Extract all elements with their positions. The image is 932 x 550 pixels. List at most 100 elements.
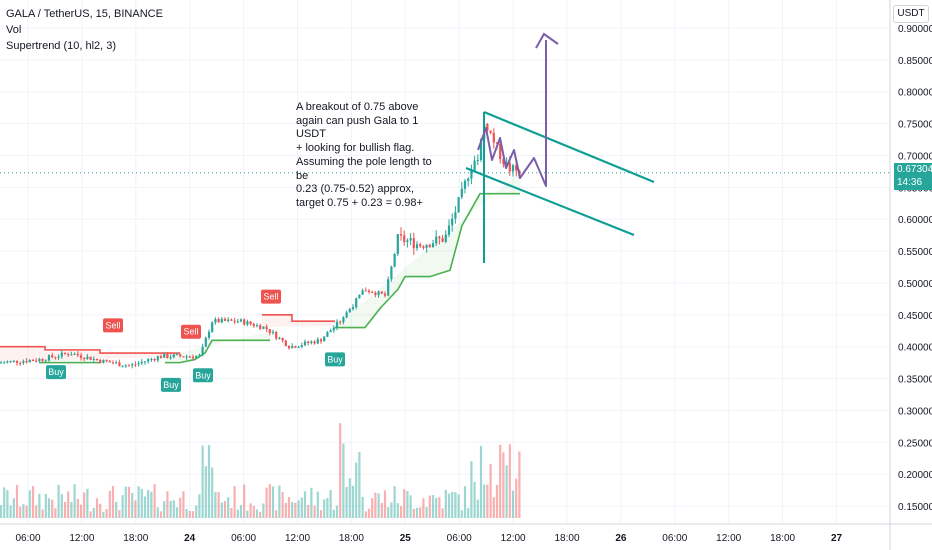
drawings[interactable] xyxy=(465,32,655,263)
volume-bar xyxy=(486,484,489,518)
volume-bar xyxy=(143,496,147,518)
candle-body xyxy=(281,337,284,341)
volume-bar xyxy=(294,502,297,518)
candle-body xyxy=(447,225,451,235)
flag-upper-trendline xyxy=(483,110,655,184)
candle-body xyxy=(371,292,374,294)
indicator-vol[interactable]: Vol xyxy=(6,24,22,36)
volume-bar xyxy=(323,499,326,518)
candle-body xyxy=(403,235,406,242)
candle-body xyxy=(367,290,371,293)
candle-body xyxy=(265,326,268,330)
candle-body xyxy=(486,123,489,131)
volume-bar xyxy=(412,508,415,518)
candle-body xyxy=(140,361,143,364)
current-price-tag: 0.67304 14:36 xyxy=(894,163,932,190)
volume-bar xyxy=(41,509,44,518)
volume-bar xyxy=(60,494,63,518)
candle-body xyxy=(47,355,51,361)
volume-bar xyxy=(172,500,175,518)
candle-body xyxy=(102,359,105,363)
projection-arrow xyxy=(477,40,547,187)
volume-bar xyxy=(115,501,118,518)
volume-bar xyxy=(364,511,367,518)
volume-bar xyxy=(124,486,127,518)
volume-bar xyxy=(479,445,483,518)
volume-bar xyxy=(463,486,467,518)
candle-body xyxy=(310,341,313,344)
volume-bar xyxy=(441,508,444,518)
y-tick-label: 0.35000 xyxy=(898,375,932,386)
x-tick-label: 18:00 xyxy=(123,533,148,544)
candle-body xyxy=(271,331,275,333)
currency-label[interactable]: USDT xyxy=(893,5,929,23)
volume-bar xyxy=(207,444,211,518)
candle-body xyxy=(3,362,6,364)
candle-body xyxy=(351,307,355,309)
volume-bar xyxy=(54,508,57,518)
candle-body xyxy=(22,361,25,363)
volume-bar xyxy=(137,486,140,518)
signal-box xyxy=(161,377,181,392)
volume-bar xyxy=(63,501,67,518)
volume-bar xyxy=(342,443,345,518)
volume-bar xyxy=(191,511,195,518)
volume-bar xyxy=(127,486,131,518)
volume-bar xyxy=(95,498,99,518)
signal-box xyxy=(325,352,345,367)
candle-body xyxy=(188,356,191,358)
candle-body xyxy=(15,360,19,363)
candle-body xyxy=(124,365,127,367)
y-tick-label: 0.25000 xyxy=(898,438,932,449)
candle-body xyxy=(57,356,60,358)
volume-bar xyxy=(495,484,499,518)
volume-bar xyxy=(70,501,73,518)
grid xyxy=(0,0,890,524)
volume-bar xyxy=(409,495,412,518)
x-tick-label: 25 xyxy=(400,533,412,544)
signal-label: Buy xyxy=(163,380,179,390)
candle-body xyxy=(153,358,156,361)
volume-bars xyxy=(0,423,521,518)
signal-label: Buy xyxy=(48,367,64,377)
volume-bar xyxy=(390,502,393,518)
volume-bar xyxy=(140,488,143,518)
volume-bar xyxy=(278,485,281,518)
candle-body xyxy=(441,238,444,242)
buy-signal: Buy xyxy=(46,365,66,380)
candle-body xyxy=(233,320,236,322)
volume-bar xyxy=(76,498,79,518)
candle-body xyxy=(179,354,182,357)
volume-bar xyxy=(131,493,134,518)
volume-bar xyxy=(175,507,179,518)
candle-body xyxy=(79,355,83,358)
candle-body xyxy=(348,308,351,313)
indicator-supertrend[interactable]: Supertrend (10, hl2, 3) xyxy=(6,40,117,52)
candle-body xyxy=(172,354,175,358)
volume-bar xyxy=(243,484,246,518)
volume-bar xyxy=(387,507,390,518)
volume-bar xyxy=(102,511,105,518)
candle-body xyxy=(323,336,326,342)
candle-body xyxy=(73,353,76,355)
volume-bar xyxy=(511,490,515,518)
y-tick-label: 0.20000 xyxy=(898,470,932,481)
volume-bar xyxy=(374,492,377,518)
candle-body xyxy=(460,188,463,198)
candle-body xyxy=(41,358,44,361)
candle-body xyxy=(111,362,115,364)
volume-bar xyxy=(0,505,3,518)
symbol-title[interactable]: GALA / TetherUS, 15, BINANCE xyxy=(6,8,163,20)
y-tick-label: 0.15000 xyxy=(898,502,932,513)
candle-body xyxy=(118,362,121,367)
volume-bar xyxy=(118,510,121,518)
signal-box xyxy=(46,365,66,380)
volume-bar xyxy=(508,444,511,518)
volume-bar xyxy=(380,502,383,518)
candle-body xyxy=(175,354,179,356)
annotation-text[interactable]: A breakout of 0.75 above again can push … xyxy=(296,101,432,209)
y-tick-label: 0.70000 xyxy=(898,151,932,162)
candle-body xyxy=(121,366,124,368)
